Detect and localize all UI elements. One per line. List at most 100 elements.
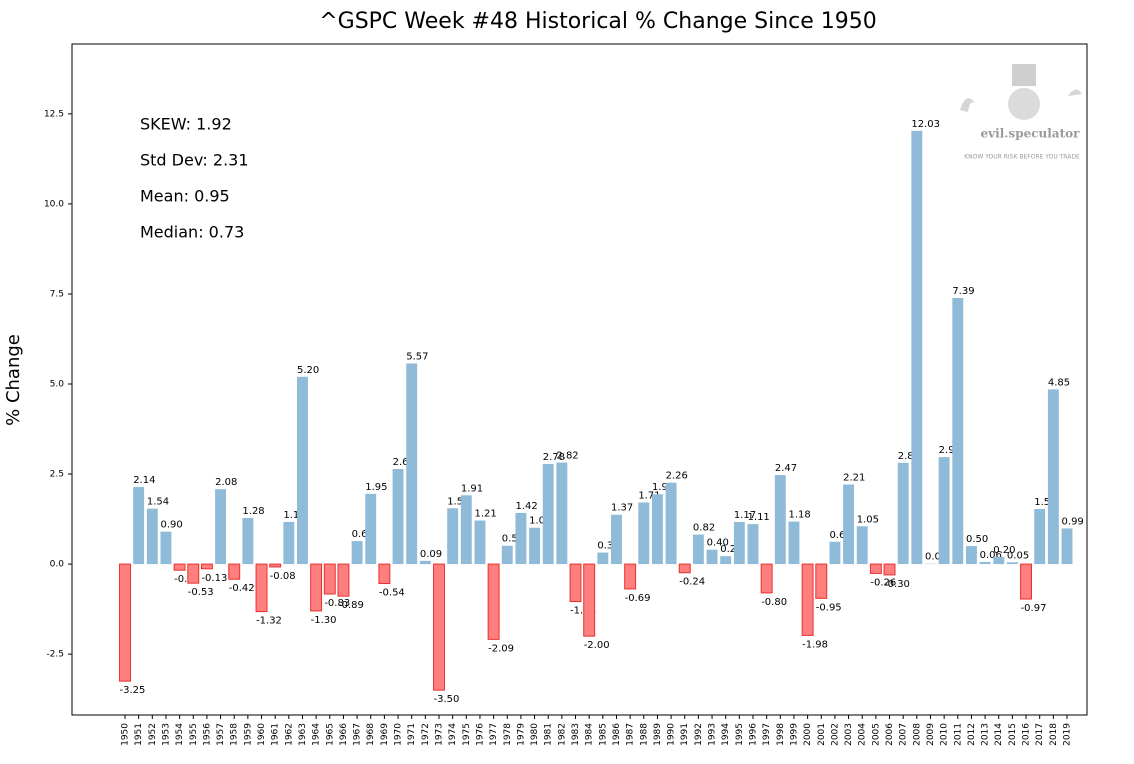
value-label: 2.21 — [843, 472, 865, 483]
x-tick-label: 1955 — [189, 723, 199, 746]
value-label: 1.91 — [461, 483, 483, 494]
x-tick-label: 2007 — [899, 723, 909, 746]
bar — [638, 502, 650, 565]
value-label: -0.26 — [870, 577, 896, 588]
value-label: 0.50 — [966, 534, 988, 545]
bar — [1020, 563, 1033, 600]
bar — [433, 563, 445, 691]
value-label: 0.64 — [352, 529, 374, 540]
bar — [720, 556, 732, 565]
x-tick-label: 2002 — [830, 723, 840, 746]
value-label: -3.25 — [120, 685, 146, 696]
x-tick-label: 1951 — [134, 723, 144, 746]
x-tick-label: 2019 — [1063, 723, 1073, 746]
x-tick-label: 1974 — [448, 723, 458, 746]
bar — [365, 493, 377, 565]
x-tick-label: 1998 — [776, 723, 786, 746]
value-label: -0.69 — [625, 593, 651, 604]
value-label: 1.17 — [283, 510, 305, 521]
bar — [843, 484, 855, 565]
value-label: 2.82 — [556, 451, 578, 462]
value-label: 0.09 — [420, 549, 442, 560]
value-label: 0.51 — [502, 534, 524, 545]
bar — [269, 563, 282, 568]
bar — [569, 563, 582, 603]
bar — [883, 563, 896, 576]
bar — [678, 563, 691, 574]
x-tick-label: 1964 — [312, 723, 322, 746]
bar — [323, 563, 336, 595]
bar — [897, 462, 909, 565]
stat-annotation: Std Dev: 2.31 — [140, 151, 249, 170]
value-label: -0.08 — [270, 571, 296, 582]
bar — [911, 130, 923, 565]
value-label: -1.98 — [802, 639, 828, 650]
x-tick-label: 1977 — [489, 723, 499, 746]
x-tick-label: 1957 — [216, 723, 226, 746]
y-tick-label: -2.5 — [46, 650, 64, 660]
bar — [869, 563, 882, 574]
plot-frame — [71, 43, 1088, 716]
value-label: -0.97 — [1021, 603, 1047, 614]
x-tick-label: 2003 — [844, 723, 854, 746]
bar — [529, 527, 541, 565]
value-label: -0.30 — [884, 579, 910, 590]
value-label: -0.80 — [761, 597, 787, 608]
bar — [133, 487, 145, 565]
x-tick-label: 2011 — [953, 723, 963, 746]
x-tick-label: 1958 — [230, 723, 240, 746]
bar — [351, 541, 363, 565]
bar — [1006, 562, 1018, 565]
x-tick-label: 2005 — [871, 723, 881, 746]
x-tick-label: 1996 — [749, 723, 759, 746]
value-label: 1.53 — [1034, 497, 1056, 508]
x-tick-label: 1987 — [626, 723, 636, 746]
value-label: 2.78 — [543, 452, 565, 463]
bar — [801, 563, 814, 636]
bar — [474, 520, 486, 565]
x-tick-label: 1975 — [462, 723, 472, 746]
bar — [979, 561, 991, 565]
value-label: -0.95 — [816, 602, 842, 613]
x-tick-label: 2010 — [940, 723, 950, 746]
x-tick-label: 1967 — [353, 723, 363, 746]
bar — [542, 463, 554, 565]
bar — [187, 563, 200, 584]
x-tick-label: 1992 — [694, 723, 704, 746]
x-tick-label: 1960 — [257, 723, 267, 746]
bar — [692, 534, 704, 565]
x-tick-label: 2014 — [994, 723, 1004, 746]
x-tick-label: 2013 — [981, 723, 991, 746]
bar — [460, 495, 472, 565]
bar — [215, 489, 227, 565]
value-label: -1.04 — [570, 606, 596, 617]
bar — [515, 512, 527, 565]
x-tick-label: 1961 — [271, 723, 281, 746]
x-tick-label: 1979 — [516, 723, 526, 746]
bar — [829, 541, 841, 565]
x-tick-label: 2018 — [1049, 723, 1059, 746]
x-tick-label: 2004 — [858, 723, 868, 746]
bar — [651, 494, 663, 565]
x-tick-label: 1968 — [366, 723, 376, 746]
x-tick-label: 1971 — [407, 723, 417, 746]
x-tick-label: 1962 — [284, 723, 294, 746]
value-label: -3.50 — [434, 694, 460, 705]
x-tick-label: 2008 — [912, 723, 922, 746]
x-tick-label: 1978 — [503, 723, 513, 746]
x-tick-label: 1982 — [557, 723, 567, 746]
bar — [733, 521, 745, 565]
value-label: 1.11 — [748, 512, 770, 523]
x-tick-label: 2009 — [926, 723, 936, 746]
bar — [501, 545, 513, 565]
bar — [611, 514, 622, 565]
bar — [760, 563, 773, 594]
watermark-logo — [960, 64, 1082, 120]
bar — [706, 549, 718, 565]
bar — [392, 469, 404, 565]
x-tick-label: 2017 — [1035, 723, 1045, 746]
value-label: 4.85 — [1048, 377, 1070, 388]
bar — [406, 363, 418, 565]
bar — [556, 462, 568, 565]
value-label: 1.18 — [788, 510, 810, 521]
